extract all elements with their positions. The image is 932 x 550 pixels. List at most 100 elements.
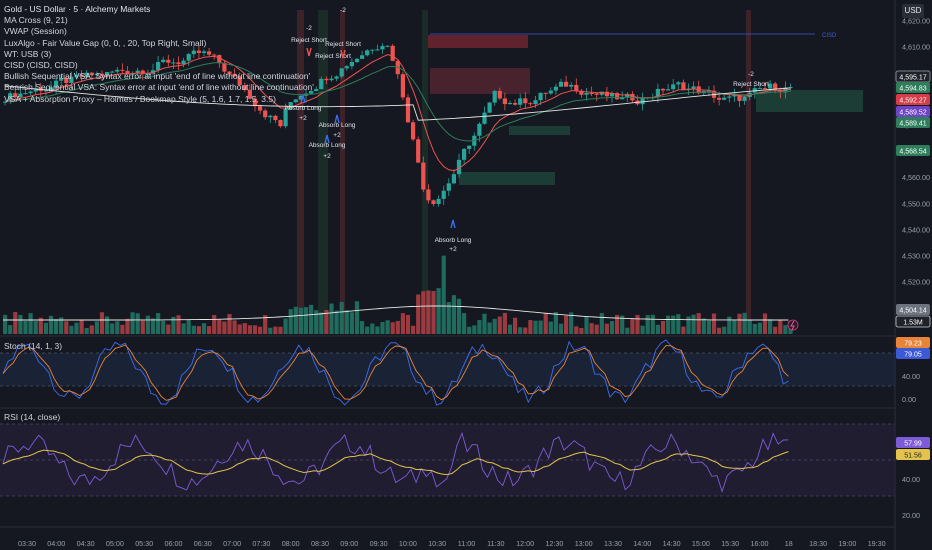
candle-body bbox=[513, 102, 518, 105]
fvg-box bbox=[509, 126, 570, 135]
legend-vwap[interactable]: VWAP (Session) bbox=[4, 26, 67, 37]
candle-body bbox=[773, 83, 778, 90]
down-arrow-icon bbox=[306, 47, 312, 57]
volume-bar bbox=[99, 312, 105, 334]
volume-bar bbox=[354, 301, 360, 334]
rsi-line bbox=[2, 431, 789, 493]
candle-body bbox=[191, 50, 196, 55]
candle-body bbox=[59, 78, 64, 81]
candle-body bbox=[655, 88, 660, 98]
volume-bar bbox=[263, 315, 268, 334]
volume-bar bbox=[625, 327, 630, 334]
volume-bar bbox=[502, 312, 507, 334]
stoch-title[interactable]: Stoch (14, 1, 3) bbox=[4, 341, 63, 351]
volume-bar bbox=[411, 325, 416, 334]
candle-body bbox=[727, 96, 732, 98]
volume-bar bbox=[339, 301, 344, 334]
volume-bar bbox=[298, 307, 303, 334]
legend-wt[interactable]: WT: USB (3) bbox=[4, 48, 52, 59]
volume-bar bbox=[380, 321, 385, 334]
candle-body bbox=[502, 98, 507, 105]
down-arrow-icon bbox=[340, 49, 346, 59]
legend-fvg[interactable]: LuxAlgo - Fair Value Gap (0, 0, , 20, To… bbox=[4, 37, 207, 48]
symbol-title[interactable]: Gold - US Dollar · 5 · Alchemy Markets bbox=[4, 4, 151, 14]
currency-button[interactable]: USD bbox=[902, 4, 924, 18]
time-axis-label: 11:00 bbox=[458, 539, 475, 548]
volume-bar bbox=[33, 321, 38, 334]
price-tag-text: 1.53M bbox=[903, 320, 923, 327]
time-axis-label: 09:30 bbox=[370, 539, 388, 548]
volume-bar bbox=[79, 320, 84, 334]
volume-bar bbox=[324, 309, 329, 334]
volume-bar bbox=[288, 309, 293, 334]
volume-bar bbox=[558, 323, 564, 334]
candle-body bbox=[247, 89, 252, 99]
candle-body bbox=[620, 97, 625, 100]
candle-body bbox=[319, 78, 324, 90]
candle-body bbox=[523, 98, 528, 104]
volume-bar bbox=[650, 314, 655, 334]
volume-bar bbox=[105, 316, 110, 334]
price-axis-label: 4,560.00 bbox=[902, 173, 930, 182]
legend-cisd[interactable]: CISD (CISD, CISD) bbox=[4, 59, 78, 70]
price-tag bbox=[896, 117, 930, 128]
signal-plus2: +2 bbox=[323, 153, 331, 160]
rsi-tag-text: 51.56 bbox=[904, 453, 922, 460]
volume-bar bbox=[115, 321, 120, 334]
candle-body bbox=[558, 81, 564, 87]
volume-bar bbox=[400, 313, 405, 334]
volume-bar bbox=[252, 325, 258, 334]
legend-bull-vsa[interactable]: Bullish Sequential VSA: Syntax error at … bbox=[4, 71, 311, 82]
volume-bar bbox=[722, 326, 727, 334]
candle-body bbox=[732, 94, 737, 97]
volume-bar bbox=[38, 317, 43, 334]
candle-body bbox=[666, 89, 671, 91]
price-tag-text: 4,595.17 bbox=[899, 75, 926, 82]
candle-body bbox=[385, 45, 390, 47]
volume-bar bbox=[349, 312, 354, 334]
candle-body bbox=[212, 54, 217, 56]
cisd-label: CISD bbox=[822, 33, 837, 39]
candle-body bbox=[48, 87, 54, 91]
candle-body bbox=[416, 139, 421, 163]
candle-body bbox=[543, 92, 548, 94]
legend-vsa-absorption[interactable]: VSA + Absorption Proxy – Holmes / Bookma… bbox=[4, 93, 276, 104]
candle-body bbox=[74, 74, 79, 77]
candle-body bbox=[426, 189, 431, 201]
rsi-tag-text: 57.99 bbox=[904, 441, 922, 448]
volume-bar bbox=[604, 323, 609, 334]
volume-bar bbox=[303, 307, 309, 334]
candle-body bbox=[462, 148, 467, 160]
time-axis-label: 06:30 bbox=[194, 539, 212, 548]
candle-body bbox=[252, 98, 258, 107]
volume-bar bbox=[207, 326, 212, 334]
candle-body bbox=[676, 82, 681, 85]
legend-bear-vsa[interactable]: Bearish Sequential VSA: Syntax error at … bbox=[4, 82, 314, 93]
rsi-ma-line bbox=[2, 449, 789, 476]
legend-ma-cross[interactable]: MA Cross (9, 21) bbox=[4, 15, 68, 26]
candle-body bbox=[456, 159, 462, 175]
stoch-tag bbox=[896, 337, 930, 348]
price-tag bbox=[896, 106, 930, 117]
candle-body bbox=[232, 73, 237, 77]
time-axis-label: 11:30 bbox=[487, 539, 504, 548]
candle-body bbox=[314, 89, 319, 92]
volume-bar bbox=[492, 318, 497, 334]
candle-body bbox=[518, 98, 523, 105]
volume-bar bbox=[334, 310, 339, 334]
volume-bar bbox=[156, 313, 161, 334]
volume-bar bbox=[69, 325, 74, 334]
candle-body bbox=[768, 83, 773, 89]
price-axis-label: 4,540.00 bbox=[902, 225, 930, 234]
candle-body bbox=[263, 110, 268, 118]
rsi-title[interactable]: RSI (14, close) bbox=[4, 412, 61, 422]
volume-bar bbox=[360, 321, 365, 334]
volume-bar bbox=[742, 312, 747, 334]
volume-bar bbox=[344, 310, 349, 334]
volume-bar bbox=[691, 314, 696, 334]
candle-body bbox=[584, 93, 589, 95]
candle-body bbox=[553, 86, 558, 91]
volume-bar bbox=[696, 313, 701, 334]
